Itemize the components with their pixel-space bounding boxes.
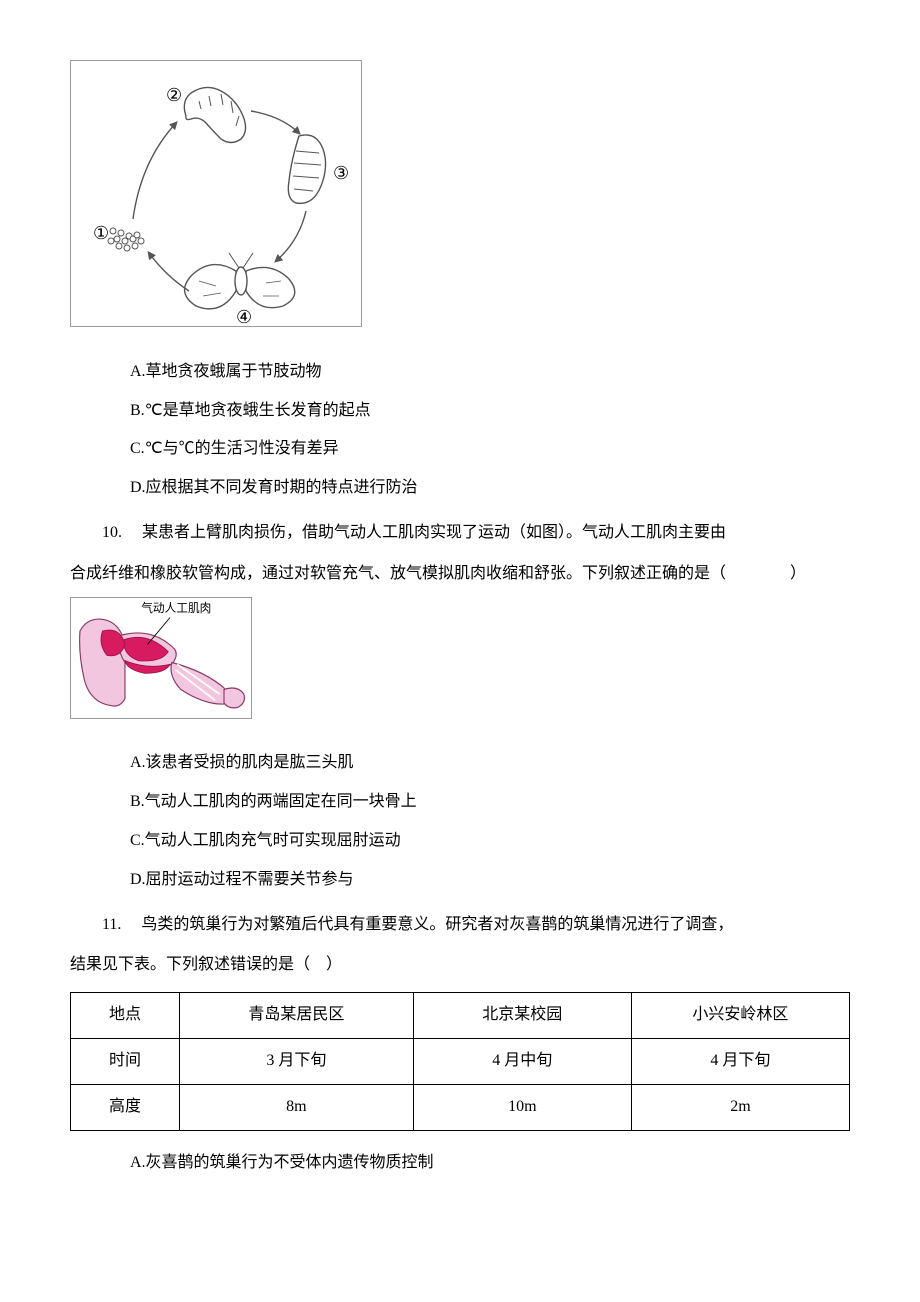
q9-option-c: C.℃与℃的生活习性没有差异 [130, 435, 850, 464]
q11-option-a: A.灰喜鹊的筑巢行为不受体内遗传物质控制 [130, 1149, 850, 1178]
label-4: ④ [236, 307, 252, 326]
q10-option-d: D.屈肘运动过程不需要关节参与 [130, 866, 850, 895]
q10-option-a: A.该患者受损的肌肉是肱三头肌 [130, 749, 850, 778]
cell: 10m [413, 1084, 631, 1130]
cell: 4 月中旬 [413, 1038, 631, 1084]
q9-option-a: A.草地贪夜蛾属于节肢动物 [130, 358, 850, 387]
q11-number: 11. [102, 916, 121, 933]
q10-stem-2: 合成纤维和橡胶软管构成，通过对软管充气、放气模拟肌肉收缩和舒张。下列叙述正确的是… [70, 560, 850, 589]
cell: 4 月下旬 [631, 1038, 849, 1084]
q10-option-b: B.气动人工肌肉的两端固定在同一块骨上 [130, 788, 850, 817]
q10-stem: 10. 某患者上臂肌肉损伤，借助气动人工肌肉实现了运动（如图）。气动人工肌肉主要… [70, 519, 850, 548]
q10-option-c: C.气动人工肌肉充气时可实现屈肘运动 [130, 827, 850, 856]
table-row: 高度 8m 10m 2m [71, 1084, 850, 1130]
label-1: ① [93, 223, 109, 243]
q9-lifecycle-figure: ① ② ③ ④ [70, 60, 362, 327]
cell: 2m [631, 1084, 849, 1130]
table-row: 地点 青岛某居民区 北京某校园 小兴安岭林区 [71, 993, 850, 1039]
cell: 8m [180, 1084, 414, 1130]
q10-arm-figure: 气动人工肌肉 [70, 597, 252, 719]
arm-diagram: 气动人工肌肉 [71, 598, 251, 718]
lifecycle-diagram: ① ② ③ ④ [71, 61, 361, 326]
th-location: 地点 [71, 993, 180, 1039]
th-beijing: 北京某校园 [413, 993, 631, 1039]
q11-stem-2: 结果见下表。下列叙述错误的是（ ） [70, 951, 850, 980]
row-height-label: 高度 [71, 1084, 180, 1130]
q10-number: 10. [102, 524, 122, 541]
row-time-label: 时间 [71, 1038, 180, 1084]
label-3: ③ [333, 163, 349, 183]
q10-figure-label: 气动人工肌肉 [141, 601, 211, 615]
q11-stem: 11. 鸟类的筑巢行为对繁殖后代具有重要意义。研究者对灰喜鹊的筑巢情况进行了调查… [70, 911, 850, 940]
cell: 3 月下旬 [180, 1038, 414, 1084]
q9-option-d: D.应根据其不同发育时期的特点进行防治 [130, 474, 850, 503]
q10-stem-1: 某患者上臂肌肉损伤，借助气动人工肌肉实现了运动（如图）。气动人工肌肉主要由 [142, 524, 726, 541]
table-row: 时间 3 月下旬 4 月中旬 4 月下旬 [71, 1038, 850, 1084]
th-qingdao: 青岛某居民区 [180, 993, 414, 1039]
q11-stem-1: 鸟类的筑巢行为对繁殖后代具有重要意义。研究者对灰喜鹊的筑巢情况进行了调查， [141, 916, 733, 933]
label-2: ② [166, 85, 182, 105]
q9-option-b: B.℃是草地贪夜蛾生长发育的起点 [130, 397, 850, 426]
q11-table: 地点 青岛某居民区 北京某校园 小兴安岭林区 时间 3 月下旬 4 月中旬 4 … [70, 992, 850, 1130]
th-xiaoxinganling: 小兴安岭林区 [631, 993, 849, 1039]
